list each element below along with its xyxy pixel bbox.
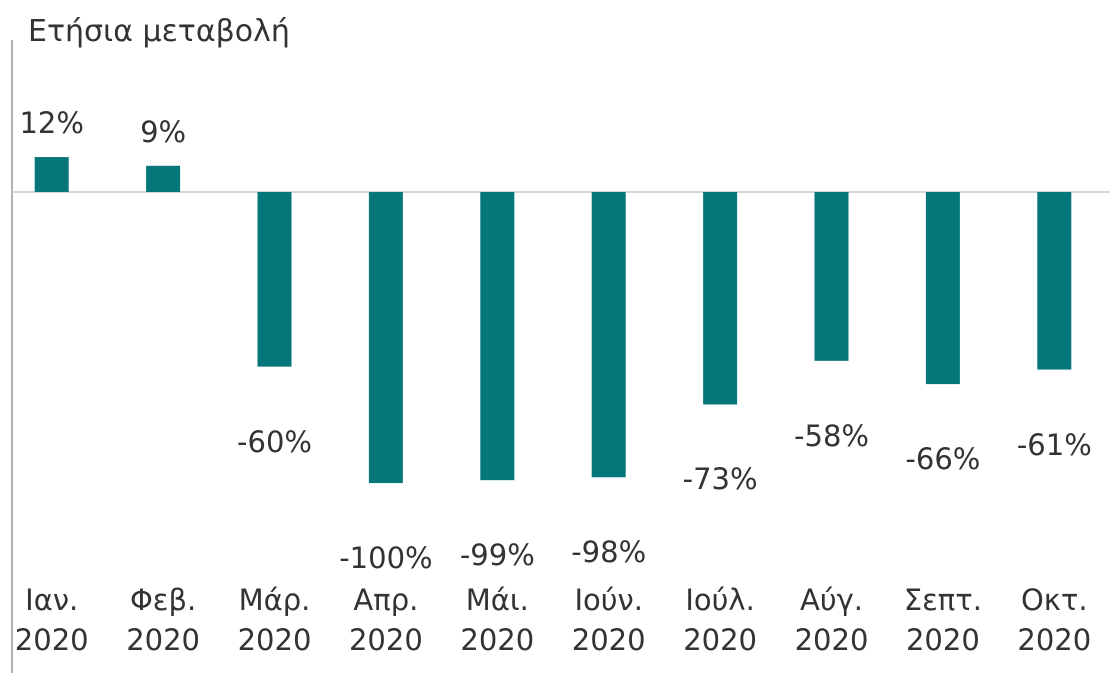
value-label: -61% [1016,427,1092,462]
x-tick-label: Απρ. 2020 [348,583,423,657]
value-label: 9% [140,114,187,149]
value-label: -100% [339,541,433,576]
value-label: -73% [682,462,758,497]
bar [814,192,849,361]
bar [703,192,738,405]
x-tick-label: Μάρ. 2020 [237,583,312,657]
bar [591,192,626,478]
bar [34,157,69,192]
x-tick-label: Αύγ. 2020 [794,583,869,657]
value-label: -99% [459,538,535,573]
bar [257,192,292,367]
value-label: 12% [19,106,84,141]
x-tick-label: Ιαν. 2020 [14,583,89,657]
bar [925,192,960,385]
bar [480,192,515,481]
value-label: -60% [237,424,312,459]
value-label: -58% [794,418,869,453]
x-tick-label: Φεβ. 2020 [126,583,200,657]
x-tick-label: Ιούν. 2020 [571,583,646,657]
chart-title: Ετήσια μεταβολή [28,14,290,49]
x-tick-label: Σεπτ. 2020 [903,583,982,657]
bar [368,192,403,484]
bar [1037,192,1072,370]
x-tick-label: Μάι. 2020 [460,583,535,657]
x-tick-label: Ιούλ. 2020 [683,583,757,657]
bar [146,165,181,192]
value-label: -98% [571,535,647,570]
x-tick-label: Οκτ. 2020 [1017,583,1092,657]
value-label: -66% [905,442,981,477]
